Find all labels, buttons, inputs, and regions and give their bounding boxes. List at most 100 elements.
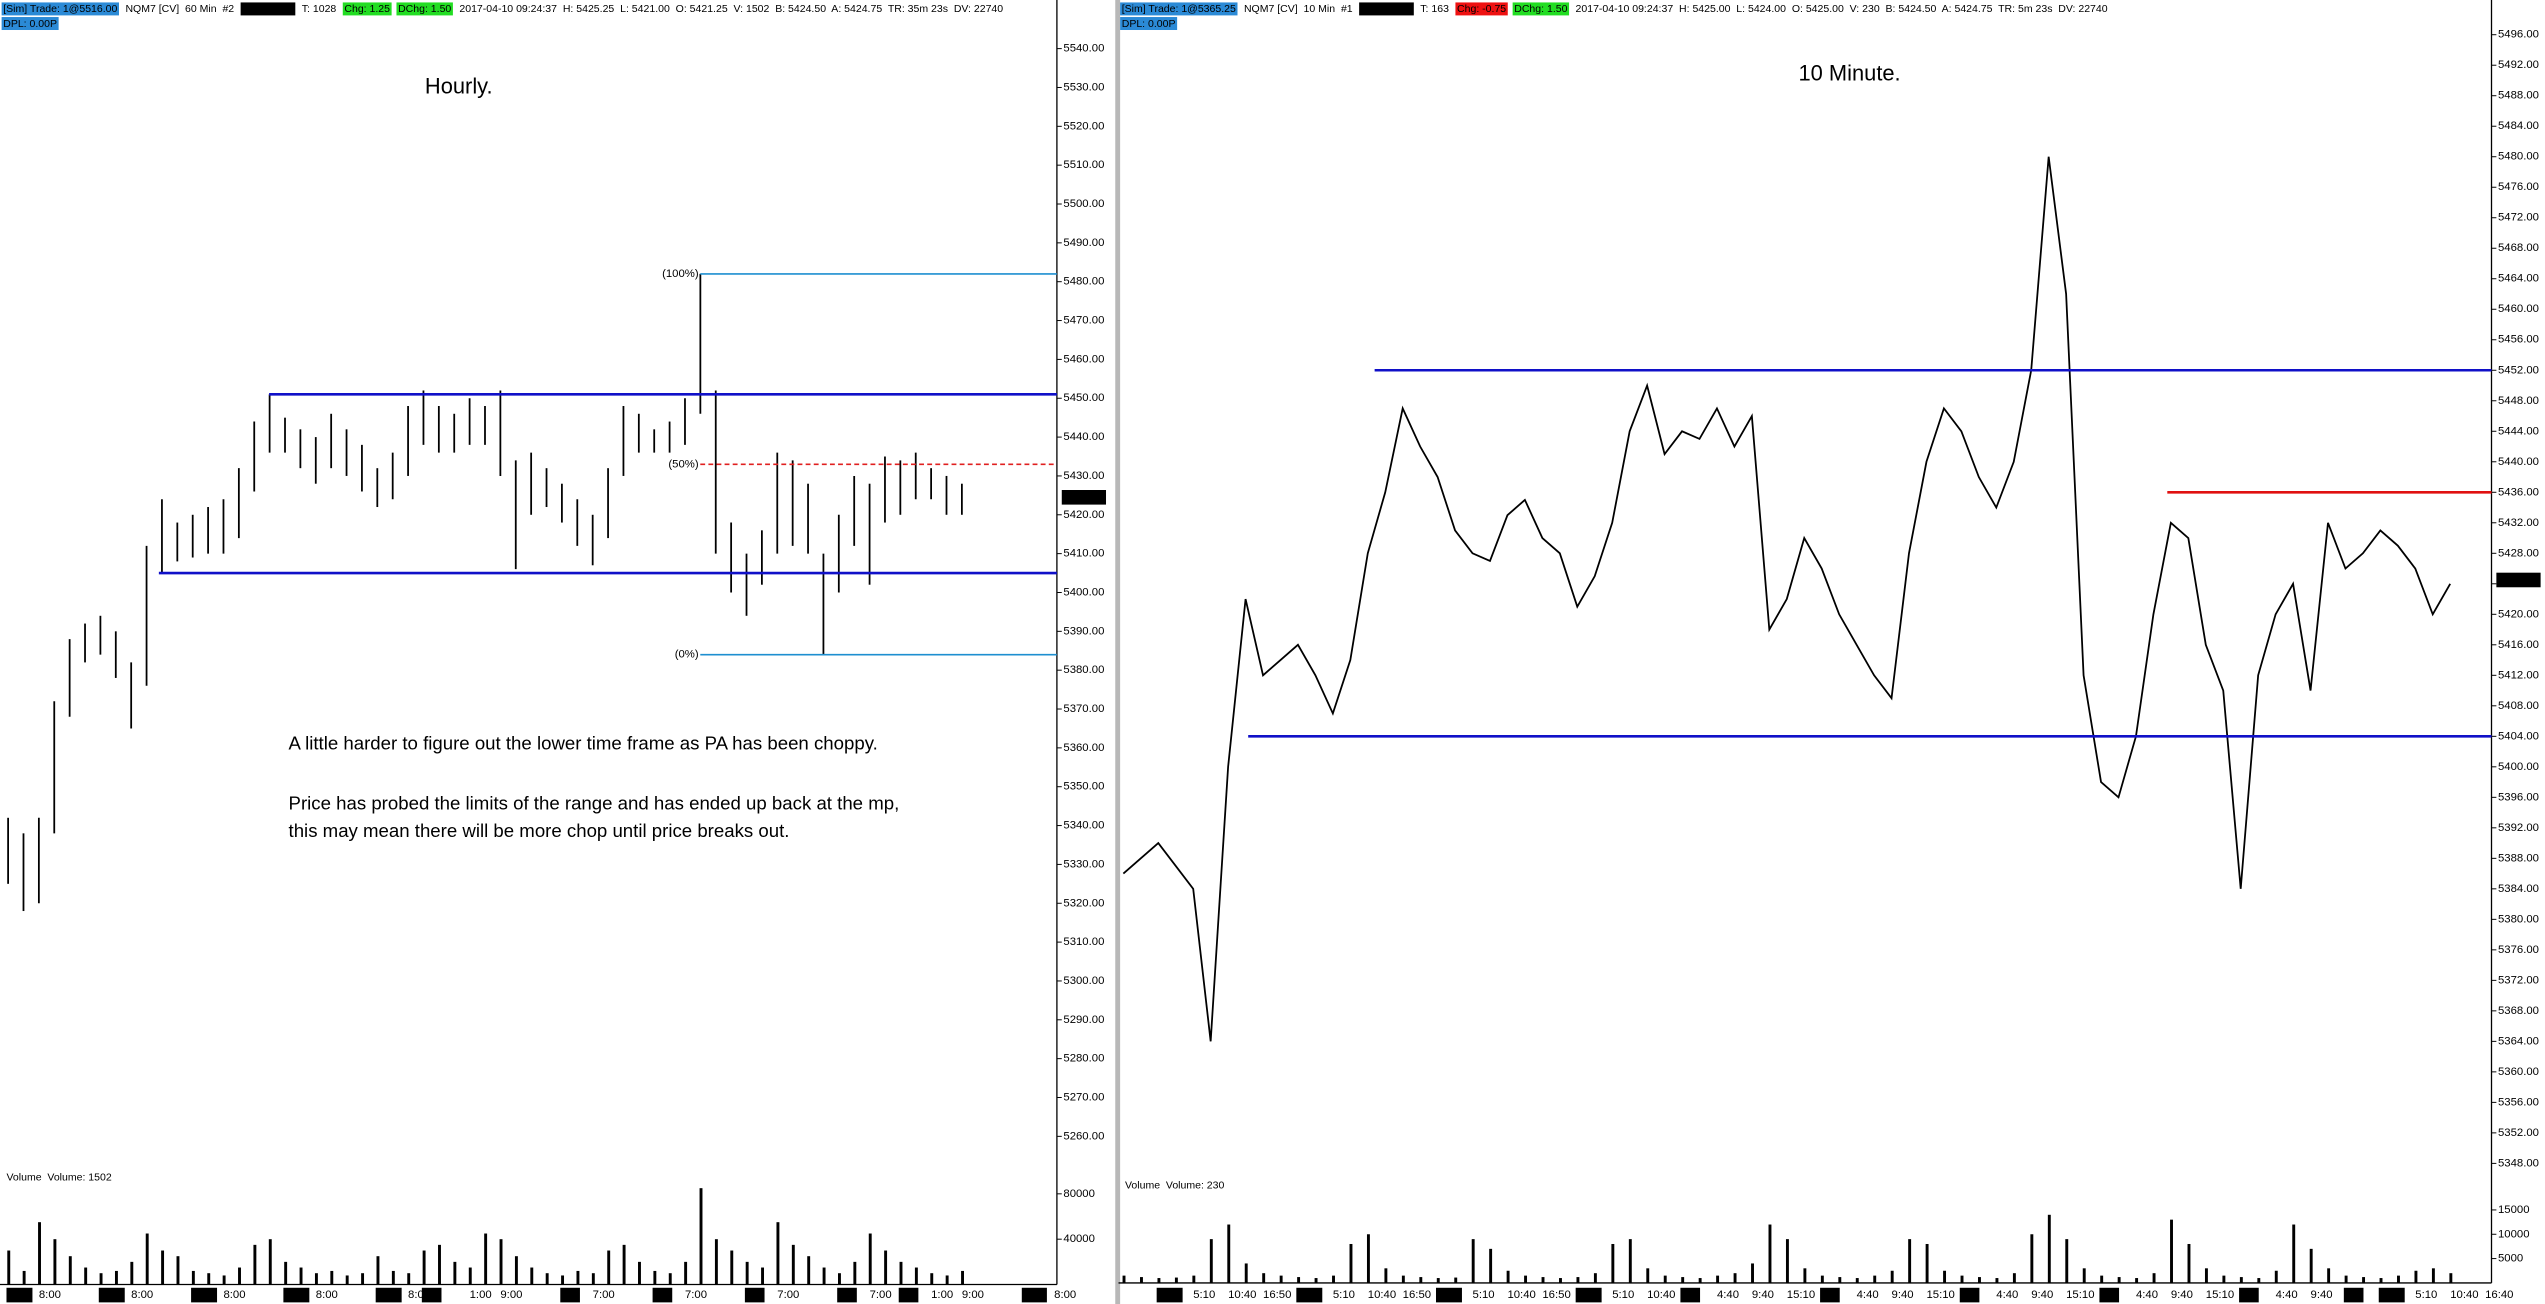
volume-bar [299,1267,303,1285]
volume-bar [591,1273,595,1285]
x-tick-label: 16:40 [2485,1289,2513,1301]
y-tick-label: 5280.00 [1063,1053,1104,1065]
y-tick-label: 5400.00 [2498,761,2539,773]
x-tick-label: 3-27 [8,1289,31,1301]
x-tick-label: 4-9 [2345,1289,2361,1301]
y-tick-label: 5260.00 [1063,1130,1104,1142]
volume-bar [1751,1263,1754,1283]
y-tick-label: 5472.00 [2498,212,2539,224]
volume-bar [1995,1278,1999,1283]
x-tick-label: 4:40 [2276,1289,2298,1301]
volume-bar [453,1261,457,1285]
header-badge [1455,2,1508,16]
volume-bar [207,1273,211,1285]
x-tick-label: 1:00 [931,1289,953,1301]
x-tick-label: 7:00 [685,1289,707,1301]
x-tick-label: 8:00 [1054,1289,1076,1301]
y-tick-label: 5490.00 [1063,237,1104,249]
last-price-label: 5424.50 [1063,491,1104,503]
volume-bar [422,1250,426,1285]
date-box [6,1287,33,1303]
date-box [652,1287,673,1303]
annotation: this may mean there will be more chop un… [289,820,790,841]
volume-bar [2379,1278,2383,1283]
header-badge [1359,2,1414,16]
volume-bar [668,1273,672,1285]
volume-bar [407,1273,411,1285]
volume-bar [2135,1278,2139,1283]
volume-bar [653,1270,657,1285]
y-tick-label: 5500.00 [1063,198,1104,210]
volume-bar [961,1270,964,1285]
x-tick-label: 15:10 [1926,1289,1954,1301]
x-tick-label: 4-11 [1023,1289,1045,1301]
x-tick-label: 7:00 [777,1289,799,1301]
volume-bar [1559,1278,1562,1283]
volume-bar [2065,1239,2069,1283]
x-tick-label: 4:40 [1857,1289,1879,1301]
volume-bar [376,1256,380,1285]
date-box [744,1287,765,1303]
fib-label: (50%) [668,458,698,470]
y-tick-label: 5380.00 [2498,913,2539,925]
volume-bar [1978,1277,1981,1283]
volume-bar [1122,1275,1126,1283]
volume-bar [1873,1275,1877,1283]
y-tick-label: 5520.00 [1063,120,1104,132]
y-tick-label: 5404.00 [2498,730,2539,742]
header-text: DChg: 1.50 [398,3,451,15]
y-tick-label: 5352.00 [2498,1127,2539,1139]
y-tick-label: 5400.00 [1063,586,1104,598]
volume-bar [2082,1268,2086,1283]
volume-bar [1593,1273,1597,1283]
y-tick-label: 5488.00 [2498,90,2539,102]
volume-bar [7,1250,11,1285]
volume-bar [1192,1275,1196,1283]
x-tick-label: 8:00 [131,1289,153,1301]
volume-bar [1646,1268,1650,1283]
date-box [1021,1287,1047,1303]
volume-bar [1489,1248,1493,1283]
volume-bar [1803,1268,1807,1283]
volume-bar [1506,1270,1510,1283]
volume-bar [1471,1239,1475,1283]
x-tick-label: 9:40 [1752,1289,1774,1301]
y-tick-label: 5388.00 [2498,852,2539,864]
volume-bar [68,1256,72,1285]
x-tick-label: 10:40 [1368,1289,1396,1301]
x-tick-label: 10:40 [1228,1289,1256,1301]
volume-bar [761,1267,765,1285]
volume-bar [2170,1219,2173,1283]
x-tick-label: 4:40 [1717,1289,1739,1301]
y-tick-label: 5452.00 [2498,364,2539,376]
y-tick-label: 5460.00 [2498,303,2539,315]
y-tick-label: 5380.00 [1063,664,1104,676]
volume-tick-label: 15000 [2498,1204,2530,1216]
volume-bar [1174,1277,1178,1283]
y-tick-label: 5420.00 [1063,509,1104,521]
y-tick-label: 5476.00 [2498,181,2539,193]
volume-bar [822,1267,826,1285]
volume-bar [38,1222,41,1285]
volume-bar [1628,1239,1632,1283]
y-tick-label: 5270.00 [1063,1091,1104,1103]
header-text: [Sim] Trade: 1@5516.00 [3,3,117,15]
volume-bar [791,1244,795,1285]
volume-bar [1576,1277,1580,1283]
volume-bar [2152,1273,2156,1283]
y-tick-label: 5480.00 [2498,151,2539,163]
volume-bar [1681,1277,1685,1283]
y-tick-label: 5348.00 [2498,1157,2539,1169]
volume-bar [1733,1273,1737,1283]
x-tick-label: 15:10 [1787,1289,1815,1301]
volume-bar [1908,1239,1912,1283]
volume-bar [945,1275,949,1285]
x-tick-label: 4-7 [839,1289,855,1301]
volume-bar [868,1233,872,1285]
y-tick-label: 5330.00 [1063,858,1104,870]
volume-bar [930,1273,934,1285]
volume-bar [1314,1278,1318,1283]
volume-bar [1279,1275,1283,1283]
volume-bar [2362,1277,2366,1283]
y-tick-label: 5290.00 [1063,1014,1104,1026]
